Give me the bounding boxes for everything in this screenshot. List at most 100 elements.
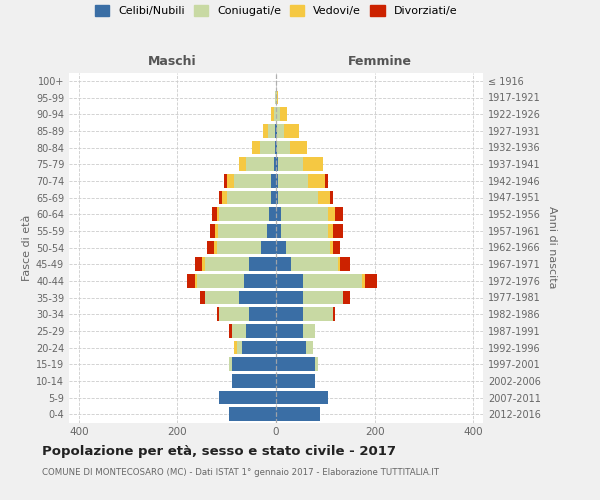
- Bar: [335, 208, 343, 221]
- Bar: [340, 258, 350, 271]
- Bar: [303, 158, 323, 171]
- Bar: [276, 140, 277, 154]
- Bar: [281, 208, 328, 221]
- Bar: [211, 224, 215, 237]
- Bar: [316, 358, 318, 371]
- Bar: [220, 208, 269, 221]
- Text: Maschi: Maschi: [148, 54, 197, 68]
- Bar: [280, 108, 287, 121]
- Bar: [276, 390, 328, 404]
- Bar: [276, 358, 316, 371]
- Bar: [276, 124, 277, 138]
- Bar: [278, 158, 303, 171]
- Bar: [276, 90, 277, 104]
- Bar: [267, 224, 276, 237]
- Bar: [278, 190, 318, 204]
- Bar: [281, 224, 328, 237]
- Bar: [247, 158, 274, 171]
- Bar: [318, 190, 330, 204]
- Bar: [239, 158, 247, 171]
- Bar: [328, 224, 332, 237]
- Bar: [260, 140, 275, 154]
- Text: COMUNE DI MONTECOSARO (MC) - Dati ISTAT 1° gennaio 2017 - Elaborazione TUTTITALI: COMUNE DI MONTECOSARO (MC) - Dati ISTAT …: [42, 468, 439, 477]
- Bar: [241, 340, 276, 354]
- Bar: [215, 224, 218, 237]
- Bar: [268, 124, 275, 138]
- Bar: [275, 90, 276, 104]
- Bar: [229, 358, 232, 371]
- Bar: [277, 90, 278, 104]
- Bar: [220, 390, 276, 404]
- Bar: [214, 240, 217, 254]
- Bar: [332, 308, 335, 321]
- Bar: [276, 340, 305, 354]
- Bar: [330, 190, 332, 204]
- Bar: [274, 108, 276, 121]
- Bar: [276, 308, 303, 321]
- Bar: [271, 190, 276, 204]
- Bar: [263, 124, 268, 138]
- Bar: [362, 274, 365, 287]
- Bar: [212, 208, 217, 221]
- Bar: [276, 208, 281, 221]
- Bar: [234, 340, 236, 354]
- Bar: [239, 290, 276, 304]
- Bar: [291, 258, 338, 271]
- Bar: [236, 340, 241, 354]
- Bar: [218, 224, 267, 237]
- Bar: [303, 308, 332, 321]
- Bar: [332, 240, 340, 254]
- Bar: [232, 324, 247, 338]
- Bar: [261, 240, 276, 254]
- Bar: [276, 190, 278, 204]
- Bar: [207, 240, 214, 254]
- Bar: [187, 274, 194, 287]
- Bar: [232, 374, 276, 388]
- Bar: [220, 308, 249, 321]
- Bar: [249, 258, 276, 271]
- Bar: [343, 290, 350, 304]
- Bar: [276, 290, 303, 304]
- Bar: [276, 108, 280, 121]
- Bar: [275, 140, 276, 154]
- Bar: [275, 124, 276, 138]
- Bar: [253, 140, 260, 154]
- Bar: [277, 140, 290, 154]
- Bar: [234, 174, 271, 188]
- Bar: [278, 174, 308, 188]
- Bar: [274, 158, 276, 171]
- Bar: [290, 140, 307, 154]
- Bar: [229, 324, 232, 338]
- Bar: [194, 258, 202, 271]
- Bar: [276, 258, 291, 271]
- Bar: [200, 290, 205, 304]
- Bar: [330, 240, 332, 254]
- Bar: [217, 240, 261, 254]
- Bar: [194, 274, 197, 287]
- Bar: [229, 408, 276, 421]
- Text: Femmine: Femmine: [347, 54, 412, 68]
- Legend: Celibi/Nubili, Coniugati/e, Vedovi/e, Divorziati/e: Celibi/Nubili, Coniugati/e, Vedovi/e, Di…: [91, 0, 461, 20]
- Bar: [286, 240, 330, 254]
- Bar: [227, 174, 234, 188]
- Bar: [303, 274, 362, 287]
- Bar: [197, 274, 244, 287]
- Bar: [332, 224, 343, 237]
- Bar: [232, 358, 276, 371]
- Bar: [276, 240, 286, 254]
- Bar: [222, 190, 227, 204]
- Bar: [220, 190, 222, 204]
- Bar: [276, 174, 278, 188]
- Text: Popolazione per età, sesso e stato civile - 2017: Popolazione per età, sesso e stato civil…: [42, 445, 396, 458]
- Bar: [284, 124, 299, 138]
- Bar: [271, 108, 274, 121]
- Bar: [276, 224, 281, 237]
- Bar: [276, 374, 316, 388]
- Bar: [271, 174, 276, 188]
- Bar: [276, 274, 303, 287]
- Bar: [205, 258, 249, 271]
- Bar: [249, 308, 276, 321]
- Bar: [365, 274, 377, 287]
- Bar: [247, 324, 276, 338]
- Bar: [276, 324, 303, 338]
